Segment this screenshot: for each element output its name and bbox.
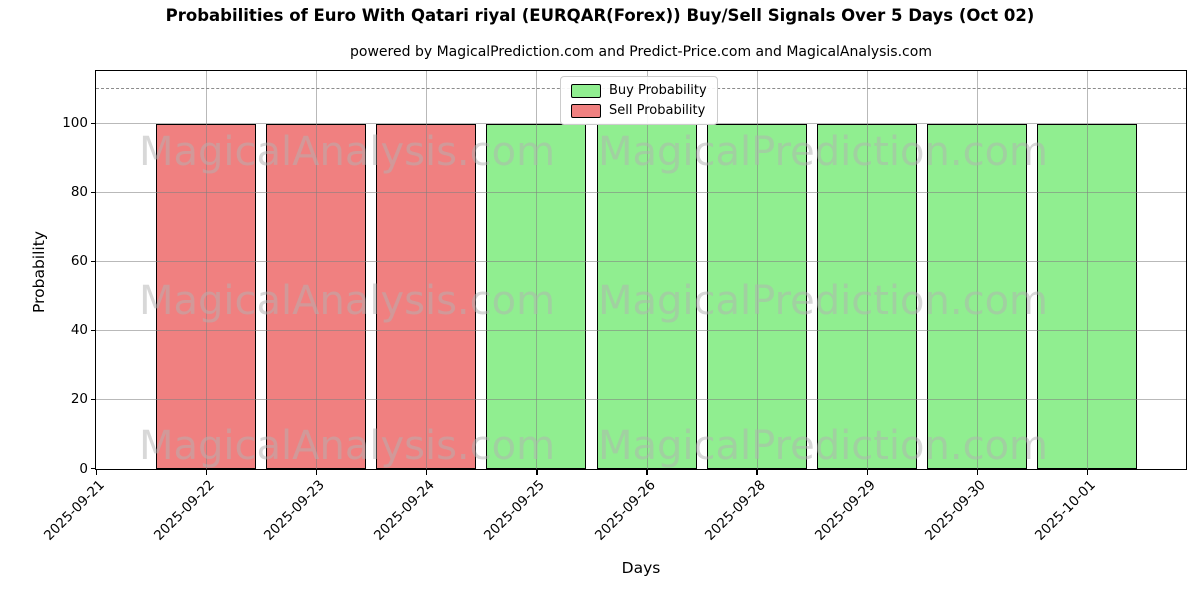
- y-tick-label: 100: [62, 115, 88, 132]
- x-tick-label: 2025-09-26: [591, 477, 659, 544]
- x-tick-label: 2025-09-22: [151, 477, 218, 544]
- x-tick-mark: [1086, 470, 1089, 475]
- legend-item-buy: Buy Probability: [571, 83, 707, 98]
- chart-title: Probabilities of Euro With Qatari riyal …: [165, 6, 1035, 25]
- x-tick-mark: [646, 470, 648, 475]
- y-tick-mark: [90, 398, 95, 401]
- gridline-y: [96, 398, 1186, 400]
- x-tick-label: 2025-09-21: [41, 477, 108, 544]
- gridline-x: [316, 71, 318, 469]
- legend-label-sell: Sell Probability: [609, 103, 706, 118]
- x-tick-mark: [205, 470, 208, 475]
- y-tick-label: 80: [70, 184, 88, 201]
- x-tick-mark: [316, 470, 318, 475]
- x-tick-mark: [536, 470, 538, 475]
- x-tick-mark: [426, 470, 428, 475]
- y-tick-mark: [90, 191, 95, 194]
- gridline-x: [866, 71, 868, 469]
- x-tick-label: 2025-09-30: [921, 477, 989, 544]
- gridline-x: [976, 71, 978, 469]
- x-axis-title: Days: [621, 559, 661, 577]
- gridline-x: [1086, 71, 1088, 469]
- y-tick-label: 20: [70, 391, 88, 408]
- gridline-x: [756, 71, 758, 469]
- y-axis-title: Probability: [30, 231, 48, 313]
- gridline-y: [96, 260, 1186, 262]
- legend: Buy Probability Sell Probability: [560, 76, 718, 125]
- legend-label-buy: Buy Probability: [609, 83, 707, 98]
- y-tick-label: 40: [70, 322, 88, 339]
- chart-subtitle: powered by MagicalPrediction.com and Pre…: [350, 44, 932, 60]
- gridline-x: [426, 71, 428, 469]
- y-tick-mark: [90, 122, 95, 124]
- legend-item-sell: Sell Probability: [571, 103, 707, 118]
- gridline-x: [646, 71, 648, 469]
- x-tick-mark: [95, 470, 98, 475]
- y-tick-label: 0: [79, 460, 88, 477]
- x-tick-label: 2025-09-23: [261, 477, 329, 544]
- y-tick-mark: [90, 329, 95, 332]
- y-tick-label: 60: [70, 253, 88, 270]
- gridline-y: [96, 191, 1186, 193]
- plot-area: Buy Probability Sell Probability: [95, 70, 1187, 470]
- x-tick-label: 2025-09-28: [701, 477, 769, 544]
- x-tick-mark: [756, 470, 758, 475]
- x-tick-mark: [866, 470, 868, 475]
- legend-swatch-sell-icon: [571, 103, 601, 118]
- gridline-y: [96, 329, 1186, 331]
- gridline-x: [206, 71, 208, 469]
- y-tick-mark: [90, 467, 95, 470]
- x-tick-label: 2025-10-01: [1031, 477, 1099, 544]
- x-tick-label: 2025-09-25: [481, 477, 549, 544]
- x-tick-mark: [976, 470, 978, 475]
- x-tick-label: 2025-09-29: [811, 477, 879, 544]
- gridline-x: [536, 71, 538, 469]
- legend-swatch-buy-icon: [571, 83, 601, 98]
- x-tick-label: 2025-09-24: [371, 477, 439, 544]
- y-tick-mark: [90, 260, 95, 263]
